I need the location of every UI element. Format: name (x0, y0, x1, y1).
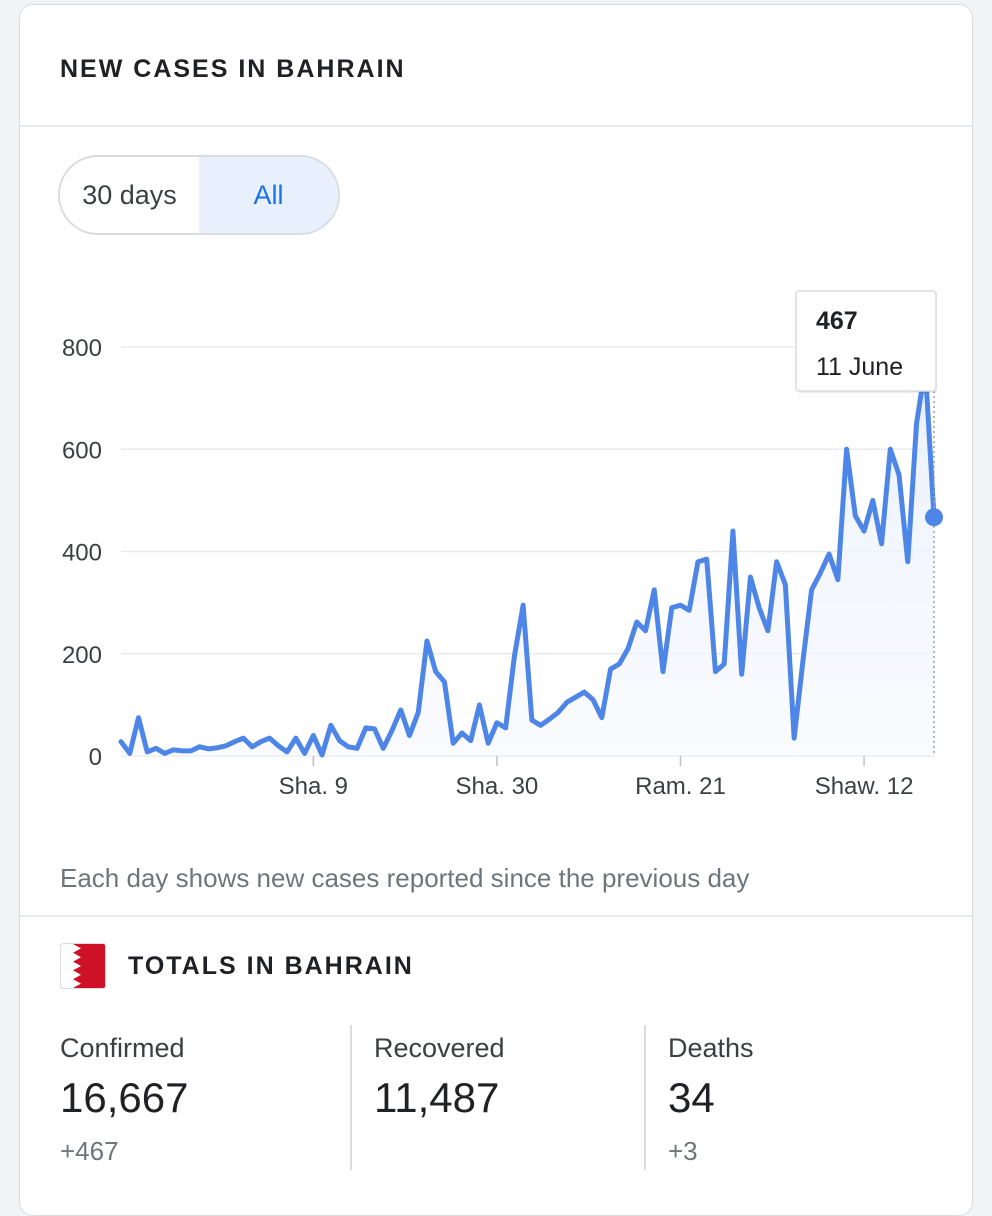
x-tick-label: Ram. 21 (635, 773, 726, 800)
tooltip-value: 467 (816, 307, 858, 335)
stat-recovered: Recovered 11,487 (374, 1025, 505, 1175)
stat-label: Recovered (374, 1033, 505, 1063)
x-tick-label: Sha. 9 (279, 773, 348, 800)
series-line (118, 364, 937, 758)
range-all-button[interactable]: All (199, 157, 338, 233)
chart-area[interactable]: 0 200 400 600 800 Sha. 9 Sha. 30 Ram. 21 Shaw. 1… (20, 265, 972, 825)
cases-card: NEW CASES IN BAHRAIN 30 days All 0 200 400… (19, 4, 973, 1216)
x-tick-label: Shaw. 12 (815, 773, 914, 800)
area-fill (121, 367, 934, 756)
y-tick-label: 400 (62, 540, 102, 567)
stat-label: Deaths (668, 1033, 754, 1063)
range-toggle: 30 days All (58, 155, 340, 235)
y-tick-label: 800 (62, 335, 102, 362)
card-title: NEW CASES IN BAHRAIN (60, 55, 406, 83)
tooltip-box (795, 290, 937, 392)
totals-title: TOTALS IN BAHRAIN (128, 951, 414, 980)
header-divider (20, 125, 972, 127)
y-tick-label: 0 (89, 744, 102, 771)
totals-header: TOTALS IN BAHRAIN (60, 943, 414, 989)
stat-deaths: Deaths 34 +3 (668, 1025, 754, 1175)
data-point (925, 508, 943, 527)
stat-separator (644, 1025, 646, 1170)
bahrain-flag-icon (60, 943, 106, 989)
stat-label: Confirmed (60, 1033, 185, 1063)
cases-chart[interactable]: 0 200 400 600 800 Sha. 9 Sha. 30 Ram. 21 Shaw. 1… (20, 265, 972, 825)
totals-stats: Confirmed 16,667 +467 Recovered 11,487 D… (20, 1025, 972, 1175)
stat-value: 16,667 (60, 1074, 189, 1121)
section-divider (20, 915, 972, 917)
stat-confirmed: Confirmed 16,667 +467 (60, 1025, 188, 1175)
range-30-days-button[interactable]: 30 days (82, 179, 177, 210)
y-tick-label: 200 (62, 642, 102, 669)
chart-note: Each day shows new cases reported since … (60, 863, 750, 893)
stat-value: 11,487 (374, 1074, 500, 1121)
stat-change: +3 (668, 1136, 698, 1166)
stat-separator (350, 1025, 352, 1170)
y-tick-label: 600 (62, 437, 102, 464)
x-tick-label: Sha. 30 (456, 773, 539, 800)
stat-value: 34 (668, 1074, 715, 1121)
tooltip-date: 11 June (816, 353, 903, 381)
stat-change: +467 (60, 1136, 119, 1166)
